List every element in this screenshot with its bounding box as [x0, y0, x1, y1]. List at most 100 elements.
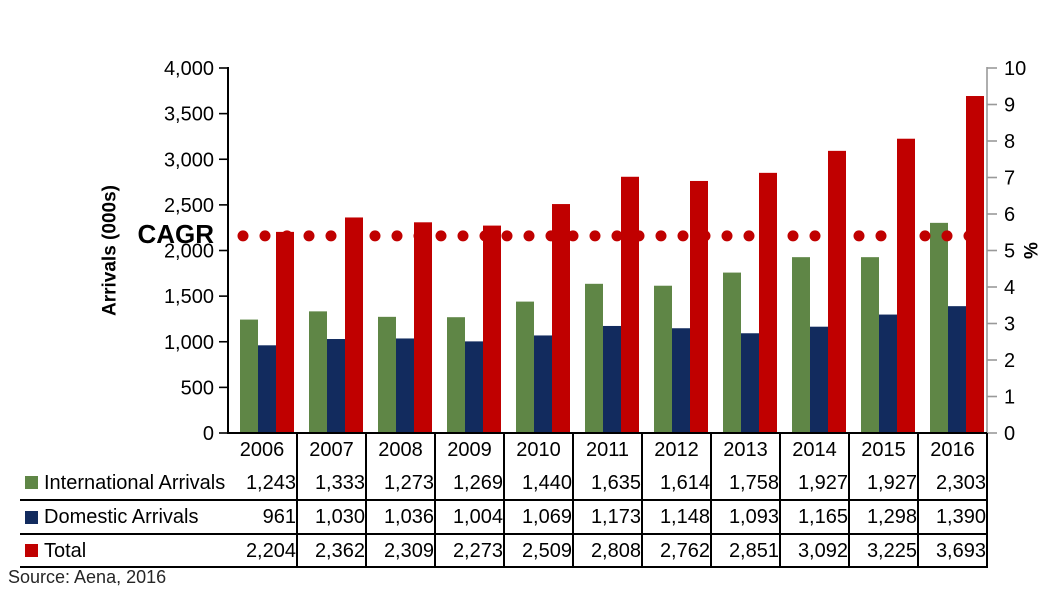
year-header-2015: 2015 — [849, 433, 919, 466]
cell-international-arrivals-2008: 1,273 — [366, 466, 436, 500]
cell-international-arrivals-2010: 1,440 — [504, 466, 574, 500]
right-axis-tick-label: 1 — [1004, 387, 1015, 409]
cell-domestic-arrivals-2011: 1,173 — [573, 499, 643, 534]
left-axis-tick-label: 2,000 — [164, 241, 214, 263]
bar-total-2007 — [345, 217, 363, 433]
cagr-dot — [501, 230, 513, 242]
cagr-dot — [281, 230, 293, 242]
cagr-dot — [875, 230, 887, 242]
bar-international-arrivals-2008 — [378, 316, 396, 433]
bar-total-2008 — [414, 222, 432, 433]
cagr-dot — [347, 230, 359, 242]
cell-international-arrivals-2011: 1,635 — [573, 466, 643, 500]
source-note: Source: Aena, 2016 — [8, 567, 167, 587]
bar-domestic-arrivals-2006 — [258, 345, 276, 433]
year-header-2016: 2016 — [918, 433, 988, 466]
cell-total-2007: 2,362 — [297, 533, 367, 568]
cell-domestic-arrivals-2016: 1,390 — [918, 499, 988, 534]
legend-cell-international-arrivals: International Arrivals — [20, 466, 228, 500]
bar-total-2006 — [276, 231, 294, 433]
bar-international-arrivals-2014 — [792, 257, 810, 433]
legend-label-international-arrivals: International Arrivals — [44, 471, 226, 494]
cagr-dot — [809, 230, 821, 242]
bar-international-arrivals-2016 — [930, 222, 948, 433]
left-axis-tick-label: 500 — [181, 377, 214, 399]
cell-domestic-arrivals-2015: 1,298 — [849, 499, 919, 534]
table-row-domestic-arrivals: Domestic Arrivals 961 1,030 1,036 1,004 1,069… — [20, 499, 988, 534]
cell-domestic-arrivals-2008: 1,036 — [366, 499, 436, 534]
cagr-dot — [325, 230, 337, 242]
cagr-dot — [699, 230, 711, 242]
right-axis-tick-label: 8 — [1004, 131, 1015, 153]
cagr-dot — [963, 230, 975, 242]
cell-international-arrivals-2009: 1,269 — [435, 466, 505, 500]
bar-international-arrivals-2007 — [309, 311, 327, 433]
cell-domestic-arrivals-2010: 1,069 — [504, 499, 574, 534]
bar-international-arrivals-2015 — [861, 257, 879, 433]
cell-total-2015: 3,225 — [849, 533, 919, 568]
right-axis-tick-label: 2 — [1004, 350, 1015, 372]
legend-swatch-total — [25, 544, 38, 557]
right-axis-tick-label: 5 — [1004, 241, 1015, 263]
bar-international-arrivals-2013 — [723, 272, 741, 433]
cagr-dot — [655, 230, 667, 242]
right-axis-tick-label: 7 — [1004, 168, 1015, 190]
cagr-dot — [677, 230, 689, 242]
bar-international-arrivals-2010 — [516, 301, 534, 433]
bar-total-2013 — [759, 172, 777, 433]
cagr-dot — [237, 230, 249, 242]
cagr-dot — [765, 230, 777, 242]
year-header-2009: 2009 — [435, 433, 505, 466]
cagr-dot — [589, 230, 601, 242]
bar-domestic-arrivals-2009 — [465, 341, 483, 433]
right-axis-tick-label: 3 — [1004, 314, 1015, 336]
cell-international-arrivals-2007: 1,333 — [297, 466, 367, 500]
cell-total-2010: 2,509 — [504, 533, 574, 568]
year-header-row: 2006 2007 2008 2009 2010 2011 2012 2013 2014 2015… — [20, 433, 988, 466]
bar-total-2011 — [621, 176, 639, 433]
cell-domestic-arrivals-2009: 1,004 — [435, 499, 505, 534]
legend-label-total: Total — [44, 539, 87, 562]
year-header-2014: 2014 — [780, 433, 850, 466]
legend-cell-domestic-arrivals: Domestic Arrivals — [20, 499, 228, 534]
year-header-2007: 2007 — [297, 433, 367, 466]
cell-international-arrivals-2006: 1,243 — [228, 466, 298, 500]
bar-domestic-arrivals-2007 — [327, 339, 345, 433]
cagr-label: CAGR — [137, 219, 214, 249]
cell-international-arrivals-2014: 1,927 — [780, 466, 850, 500]
left-axis-tick-label: 3,500 — [164, 104, 214, 126]
legend-cell-total: Total — [20, 533, 228, 568]
cell-total-2008: 2,309 — [366, 533, 436, 568]
bar-total-2010 — [552, 204, 570, 433]
cagr-dot — [303, 230, 315, 242]
cell-total-2012: 2,762 — [642, 533, 712, 568]
cell-total-2006: 2,204 — [228, 533, 298, 568]
cagr-dot — [413, 230, 425, 242]
year-header-2012: 2012 — [642, 433, 712, 466]
cagr-dot — [369, 230, 381, 242]
right-axis-tick-label: 6 — [1004, 204, 1015, 226]
left-axis-title: Arrivals (000s) — [99, 185, 121, 316]
table-row-total: Total 2,204 2,362 2,309 2,273 2,509 2,808 2,762… — [20, 533, 988, 568]
cagr-dot — [897, 230, 909, 242]
cell-total-2014: 3,092 — [780, 533, 850, 568]
cagr-dot — [721, 230, 733, 242]
bar-domestic-arrivals-2012 — [672, 328, 690, 433]
cell-domestic-arrivals-2013: 1,093 — [711, 499, 781, 534]
cagr-dot — [853, 230, 865, 242]
right-axis-tick-label: 4 — [1004, 277, 1015, 299]
cell-total-2011: 2,808 — [573, 533, 643, 568]
legend-swatch-domestic-arrivals — [25, 510, 38, 524]
bar-domestic-arrivals-2011 — [603, 325, 621, 433]
cagr-dot — [611, 230, 623, 242]
bar-international-arrivals-2011 — [585, 283, 603, 433]
cagr-dot — [435, 230, 447, 242]
left-axis-tick-label: 3,000 — [164, 149, 214, 171]
bar-domestic-arrivals-2013 — [741, 333, 759, 433]
right-axis-tick-label: 9 — [1004, 95, 1015, 117]
bar-total-2015 — [897, 138, 915, 433]
bar-total-2009 — [483, 225, 501, 433]
bar-total-2014 — [828, 150, 846, 434]
